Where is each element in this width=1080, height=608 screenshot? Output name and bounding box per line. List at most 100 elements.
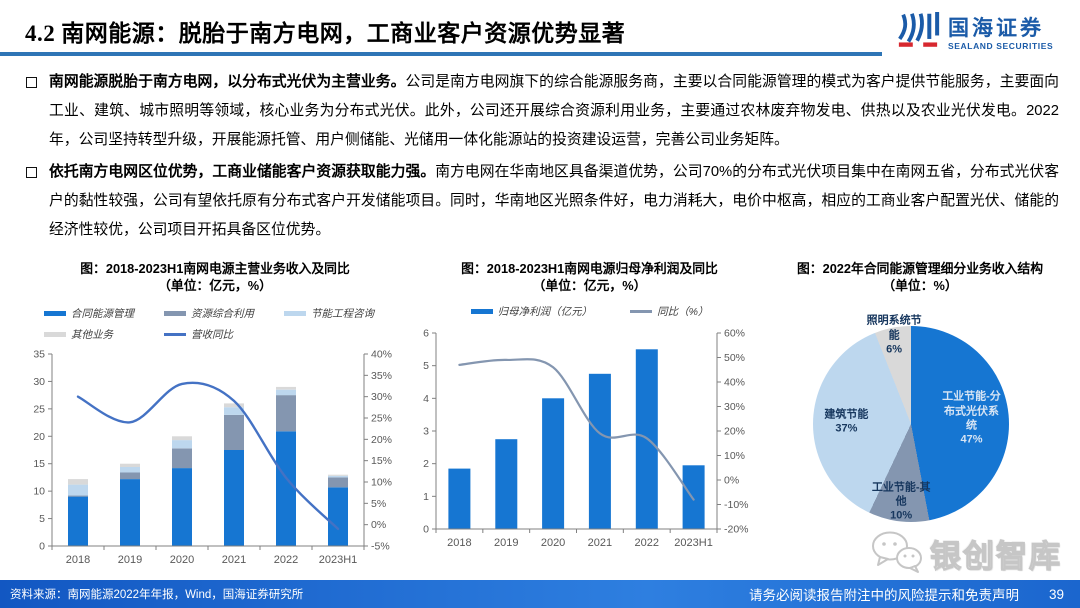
svg-text:35%: 35% — [371, 370, 392, 382]
svg-text:5: 5 — [39, 513, 45, 525]
legend-label: 归母净利润（亿元） — [497, 306, 593, 318]
svg-text:0%: 0% — [371, 519, 386, 531]
pie-slice-label: 照明系统节能 6% — [866, 314, 922, 356]
title-underline — [0, 52, 882, 56]
svg-text:-20%: -20% — [724, 524, 749, 536]
svg-text:2020: 2020 — [541, 537, 565, 549]
chart-revenue: 图：2018-2023H1南网电源主营业务收入及同比 （单位：亿元，%） 合同能… — [20, 260, 410, 583]
bullet-body: 南方电网在华南地区具备渠道优势，公司70%的分布式光伏项目集中在南网五省，分布式… — [49, 164, 1059, 238]
pie-slice-label: 建筑节能 37% — [824, 408, 869, 435]
svg-text:35: 35 — [33, 349, 45, 361]
legend-swatch — [630, 310, 653, 313]
svg-text:-5%: -5% — [371, 541, 390, 553]
legend-item: 同比（%） — [630, 304, 708, 319]
page-title: 4.2 南网能源：脱胎于南方电网，工商业客户资源优势显著 — [25, 14, 625, 48]
svg-text:50%: 50% — [724, 352, 745, 364]
footer-disclaimer: 请务必阅读报告附注中的风险提示和免责声明 — [748, 588, 1019, 603]
bullet-list: 南网能源脱胎于南方电网，以分布式光伏为主营业务。公司是南方电网旗下的综合能源服务… — [25, 68, 1059, 248]
chart-title-line2: （单位：%） — [882, 278, 958, 293]
chart-canvas-profit: 0 1 2 3 4 5 6 -20% -10% 0% 10% 20% 30% 40% 50% 60% 2018 2… — [412, 323, 767, 568]
svg-text:0%: 0% — [724, 475, 739, 487]
footer: 资料来源：南网能源2022年年报，Wind，国海证券研究所 请务必阅读报告附注中… — [0, 580, 1080, 608]
legend-item: 节能工程咨询 — [284, 306, 404, 321]
svg-text:10%: 10% — [724, 450, 745, 462]
watermark-text: 银创智库 — [929, 538, 1062, 574]
pie-slice-label: 工业节能-分布式光伏系统 47% — [942, 390, 1001, 446]
logo-text-en: SEALAND SECURITIES — [948, 41, 1054, 52]
legend-item: 资源综合利用 — [164, 306, 284, 321]
section-title-text: 南网能源：脱胎于南方电网，工商业客户资源优势显著 — [61, 20, 626, 46]
chart-legend: 归母净利润（亿元） 同比（%） — [412, 304, 767, 319]
svg-text:30%: 30% — [371, 391, 392, 403]
bullet-item: 依托南方电网区位优势，工商业储能客户资源获取能力强。南方电网在华南地区具备渠道优… — [25, 158, 1059, 245]
svg-text:2021: 2021 — [588, 537, 612, 549]
legend-label: 资源综合利用 — [191, 308, 254, 320]
svg-text:-10%: -10% — [724, 499, 749, 511]
chart-title: 图：2022年合同能源管理细分业务收入结构 （单位：%） — [765, 260, 1075, 294]
logo-text-cn: 国海证券 — [948, 17, 1044, 41]
svg-text:25%: 25% — [371, 413, 392, 425]
sealand-logo-icon — [896, 12, 940, 57]
chart-title-line2: （单位：亿元，%） — [532, 278, 647, 293]
legend-swatch — [44, 332, 66, 337]
svg-text:2023H1: 2023H1 — [319, 554, 358, 566]
svg-text:20%: 20% — [371, 434, 392, 446]
footer-source: 资料来源：南网能源2022年年报，Wind，国海证券研究所 — [10, 589, 304, 601]
svg-text:10%: 10% — [371, 477, 392, 489]
chart-title: 图：2018-2023H1南网电源主营业务收入及同比 （单位：亿元，%） — [20, 260, 410, 294]
svg-text:2020: 2020 — [170, 554, 194, 566]
svg-text:40%: 40% — [371, 349, 392, 361]
chart-title-line2: （单位：亿元，%） — [158, 278, 272, 293]
legend-swatch — [164, 311, 186, 316]
svg-text:2019: 2019 — [118, 554, 142, 566]
legend-item: 归母净利润（亿元） — [470, 304, 593, 319]
svg-text:0: 0 — [423, 524, 429, 536]
chart-profit: 图：2018-2023H1南网电源归母净利润及同比 （单位：亿元，%） 归母净利… — [412, 260, 767, 568]
svg-text:2022: 2022 — [274, 554, 298, 566]
chart-canvas-revenue: 0 5 10 15 20 25 30 35 -5% 0% 5% 10% 15% 20% 25% 30% 35% 4… — [20, 346, 410, 583]
svg-text:20: 20 — [33, 431, 45, 443]
section-number: 4.2 — [25, 21, 56, 46]
svg-text:0: 0 — [39, 541, 45, 553]
svg-text:30: 30 — [33, 376, 45, 388]
svg-text:2021: 2021 — [222, 554, 246, 566]
legend-item: 合同能源管理 — [44, 306, 164, 321]
bullet-lead: 依托南方电网区位优势，工商业储能客户资源获取能力强。 — [49, 164, 436, 180]
legend-item: 其他业务 — [44, 327, 164, 342]
svg-text:25: 25 — [33, 403, 45, 415]
chart-title-line1: 图：2018-2023H1南网电源归母净利润及同比 — [461, 261, 718, 276]
chart-title-line1: 图：2018-2023H1南网电源主营业务收入及同比 — [80, 261, 350, 276]
chart-title-line1: 图：2022年合同能源管理细分业务收入结构 — [796, 261, 1043, 276]
svg-text:60%: 60% — [724, 328, 745, 340]
svg-text:5%: 5% — [371, 498, 386, 510]
svg-text:2018: 2018 — [447, 537, 471, 549]
bullet-square-icon — [26, 167, 37, 178]
svg-text:2: 2 — [423, 458, 429, 470]
svg-text:5: 5 — [423, 360, 429, 372]
legend-swatch — [470, 309, 493, 314]
pie-slice-label: 工业节能-其他 10% — [871, 481, 931, 522]
watermark: 银创智库 — [868, 528, 1062, 579]
svg-text:6: 6 — [423, 328, 429, 340]
footer-page-number: 39 — [1048, 586, 1064, 602]
bullet-body: 公司是南方电网旗下的综合能源服务商，主要以合同能源管理的模式为客户提供节能服务，… — [49, 74, 1059, 148]
bullet-square-icon — [26, 77, 37, 88]
wechat-icon — [868, 528, 924, 579]
bullet-lead: 南网能源脱胎于南方电网，以分布式光伏为主营业务。 — [49, 74, 406, 90]
svg-text:30%: 30% — [724, 401, 745, 413]
svg-text:15%: 15% — [371, 455, 392, 467]
svg-text:20%: 20% — [724, 426, 745, 438]
svg-text:2019: 2019 — [494, 537, 518, 549]
legend-swatch — [284, 311, 306, 316]
chart-legend: 合同能源管理 资源综合利用 节能工程咨询其他业务 营收同比 — [20, 306, 410, 342]
pie-wrap: 工业节能-分布式光伏系统 47% 工业节能-其他 10% 建筑节能 37% 照明系统节能 6% — [813, 315, 1009, 522]
svg-text:3: 3 — [423, 426, 429, 438]
legend-label: 同比（%） — [657, 306, 709, 318]
svg-text:2023H1: 2023H1 — [674, 537, 713, 549]
sealand-logo: 国海证券 SEALAND SECURITIES — [896, 12, 1053, 57]
legend-label: 营收同比 — [191, 329, 233, 341]
svg-text:4: 4 — [423, 393, 429, 405]
svg-text:2018: 2018 — [66, 554, 90, 566]
svg-text:40%: 40% — [724, 377, 745, 389]
